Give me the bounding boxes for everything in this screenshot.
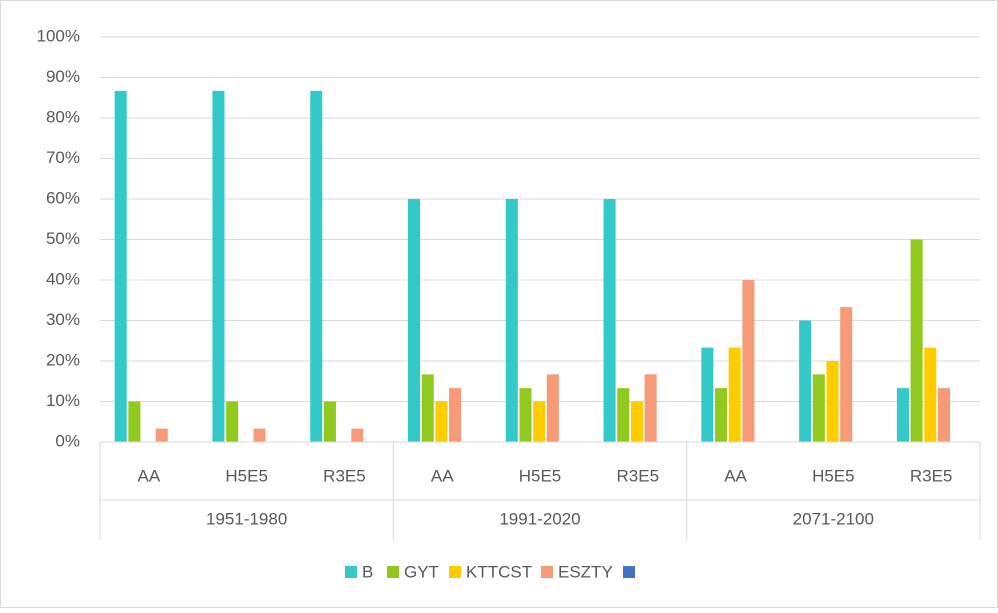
y-tick-label: 50% (46, 229, 80, 248)
y-tick-label: 20% (46, 350, 80, 369)
bar (533, 401, 546, 442)
y-tick-label: 90% (46, 67, 80, 86)
group-label: 1951-1980 (206, 509, 287, 528)
x-tick-label: H5E5 (519, 466, 562, 485)
bar (253, 428, 266, 442)
y-tick-label: 70% (46, 148, 80, 167)
group-label: 1991-2020 (499, 509, 580, 528)
bar (519, 388, 532, 442)
bar (644, 374, 657, 442)
bar (910, 239, 923, 442)
bar (323, 401, 336, 442)
bar (812, 374, 825, 442)
bar (351, 428, 364, 442)
x-tick-label: H5E5 (812, 466, 855, 485)
bar (310, 90, 323, 443)
bar (701, 347, 714, 442)
bar (617, 388, 630, 442)
legend-label: GYT (404, 562, 439, 581)
x-tick-label: AA (431, 466, 454, 485)
legend-swatch (541, 566, 553, 578)
bar (728, 347, 741, 442)
bar (799, 320, 812, 442)
y-tick-label: 100% (37, 26, 80, 45)
y-tick-label: 10% (46, 391, 80, 410)
bar (896, 388, 909, 442)
y-tick-label: 40% (46, 269, 80, 288)
bar (421, 374, 434, 442)
bar (449, 388, 462, 442)
bar (212, 90, 225, 443)
legend-label: ESZTY (558, 562, 613, 581)
bar (546, 374, 559, 442)
bar (114, 90, 127, 443)
group-label: 2071-2100 (793, 509, 874, 528)
bar (826, 361, 839, 442)
bar (155, 428, 168, 442)
bar (435, 401, 448, 442)
bar (128, 401, 141, 442)
x-tick-label: H5E5 (225, 466, 268, 485)
bar (630, 401, 643, 442)
bar (840, 307, 853, 442)
bar (924, 347, 937, 442)
y-tick-label: 0% (55, 431, 80, 450)
y-tick-label: 30% (46, 310, 80, 329)
legend-swatch (345, 566, 357, 578)
y-tick-label: 60% (46, 188, 80, 207)
legend-label: B (362, 562, 373, 581)
bar (742, 280, 755, 442)
bar (226, 401, 239, 442)
bar (603, 199, 616, 442)
legend-swatch (623, 566, 635, 578)
bar (408, 199, 421, 442)
x-tick-label: R3E5 (617, 466, 660, 485)
x-tick-label: R3E5 (323, 466, 366, 485)
legend-swatch (387, 566, 399, 578)
bar (715, 388, 728, 442)
legend-label: KTTCST (466, 562, 532, 581)
x-tick-label: R3E5 (910, 466, 953, 485)
y-tick-label: 80% (46, 107, 80, 126)
bar (505, 199, 518, 442)
x-tick-label: AA (724, 466, 747, 485)
x-tick-label: AA (138, 466, 161, 485)
legend-swatch (449, 566, 461, 578)
bar (937, 388, 951, 442)
